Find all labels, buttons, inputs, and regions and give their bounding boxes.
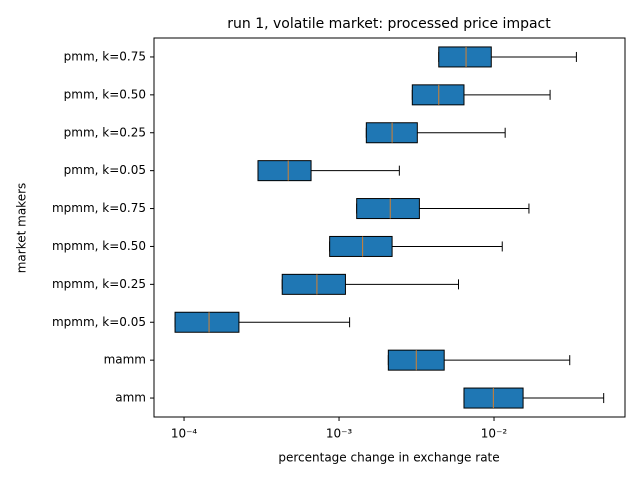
box bbox=[257, 160, 312, 182]
x-tick-label: 10⁻³ bbox=[326, 427, 353, 441]
y-tick-label: pmm, k=0.75 bbox=[64, 49, 146, 63]
box bbox=[174, 311, 240, 333]
x-tick-label: 10⁻⁴ bbox=[171, 427, 198, 441]
y-tick-label: mpmm, k=0.05 bbox=[52, 315, 146, 329]
x-axis-label: percentage change in exchange rate bbox=[278, 451, 499, 465]
y-tick-label: pmm, k=0.05 bbox=[64, 163, 146, 177]
x-tick-label: 10⁻² bbox=[481, 427, 508, 441]
y-axis-label: market makers bbox=[15, 183, 29, 274]
box bbox=[329, 235, 393, 257]
box bbox=[281, 273, 346, 295]
y-tick-label: mpmm, k=0.75 bbox=[52, 201, 146, 215]
chart-title: run 1, volatile market: processed price … bbox=[227, 16, 551, 32]
y-tick-label: mamm bbox=[104, 353, 146, 367]
y-tick-label: mpmm, k=0.50 bbox=[52, 239, 146, 253]
y-tick-label: mpmm, k=0.25 bbox=[52, 277, 146, 291]
box bbox=[411, 84, 465, 106]
box bbox=[356, 198, 420, 220]
y-tick-label: pmm, k=0.25 bbox=[64, 125, 146, 139]
plot-frame bbox=[153, 37, 626, 418]
y-tick-label: amm bbox=[115, 391, 146, 405]
y-tick-label: pmm, k=0.50 bbox=[64, 87, 146, 101]
box bbox=[438, 46, 492, 68]
